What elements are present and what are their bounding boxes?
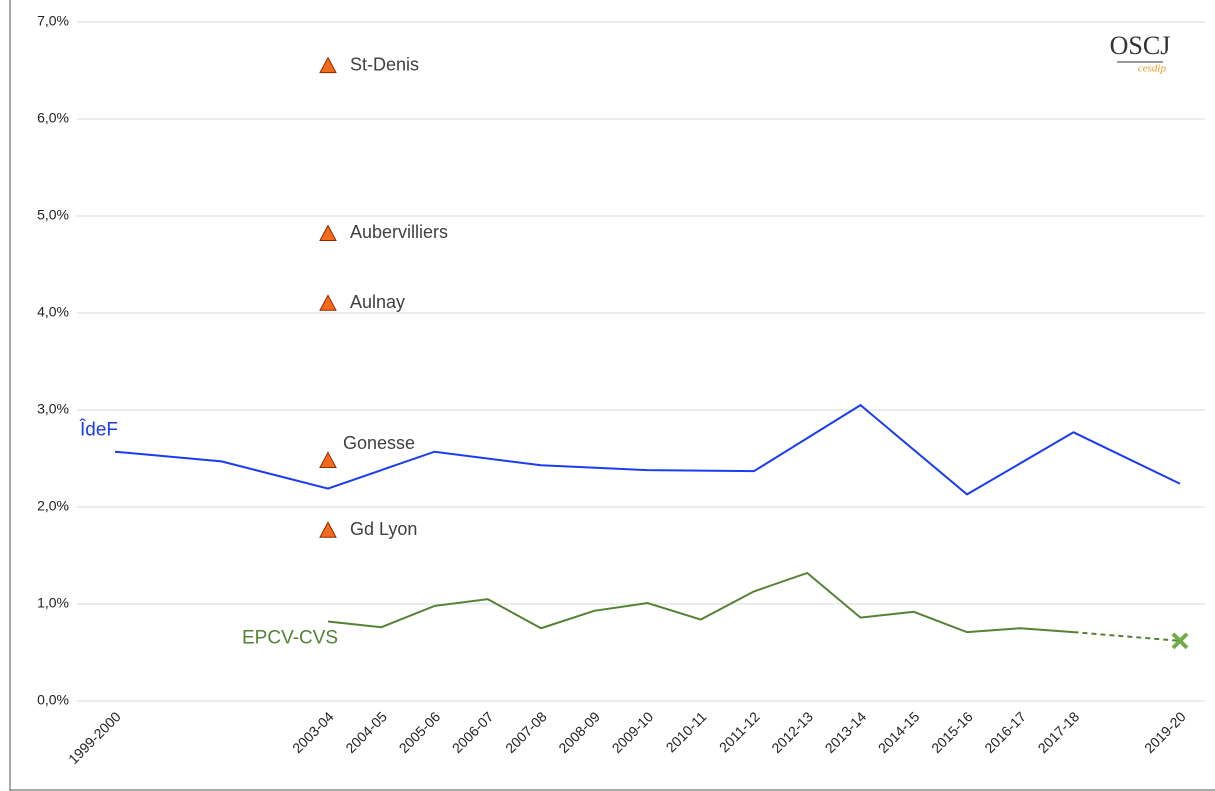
series-dashed-segment [1073,631,1181,642]
x-tick-label: 2008-09 [555,708,603,756]
point-marker [319,521,337,538]
y-tick-label: 1,0% [37,595,69,611]
series-line [114,403,1181,496]
point-label: St-Denis [350,54,419,74]
y-tick-label: 3,0% [37,401,69,417]
series-label: EPCV-CVS [242,627,338,648]
point-marker [319,224,337,241]
x-tick-label: 2010-11 [663,708,710,755]
logo-subtitle: cesdip [1138,63,1167,75]
x-tick-label: 2015-16 [928,708,976,756]
series-line [327,571,1074,634]
y-tick-label: 2,0% [37,498,69,514]
x-tick-label: 2012-13 [768,708,816,756]
series-label: ÎdeF [79,419,118,441]
y-tick-label: 6,0% [37,110,69,126]
x-tick-label: 2019-20 [1141,708,1189,756]
x-tick-label: 2003-04 [289,708,337,756]
point-label: Gd Lyon [350,519,417,539]
point-marker [319,451,337,468]
point-label: Gonesse [343,433,415,453]
x-tick-label: 2006-07 [449,708,497,756]
y-tick-label: 0,0% [37,692,69,708]
y-tick-label: 7,0% [37,13,69,29]
x-tick-label: 2009-10 [609,708,657,756]
x-tick-label: 1999-2000 [65,708,124,767]
x-tick-label: 2007-08 [502,708,550,756]
x-tick-label: 2011-12 [716,708,763,755]
x-tick-label: 2013-14 [822,708,870,756]
point-marker [319,56,337,74]
x-tick-label: 2004-05 [342,708,390,756]
series-marker [1171,632,1189,650]
x-tick-label: 2016-17 [981,708,1029,756]
point-label: Aulnay [350,292,405,312]
y-tick-label: 5,0% [37,207,69,223]
logo-title: OSCJ [1110,31,1171,60]
y-tick-label: 4,0% [37,304,69,320]
x-tick-label: 2014-15 [875,708,923,756]
point-marker [319,294,337,311]
x-tick-label: 2017-18 [1035,708,1083,756]
x-tick-label: 2005-06 [396,708,444,756]
point-label: Aubervilliers [350,222,448,242]
